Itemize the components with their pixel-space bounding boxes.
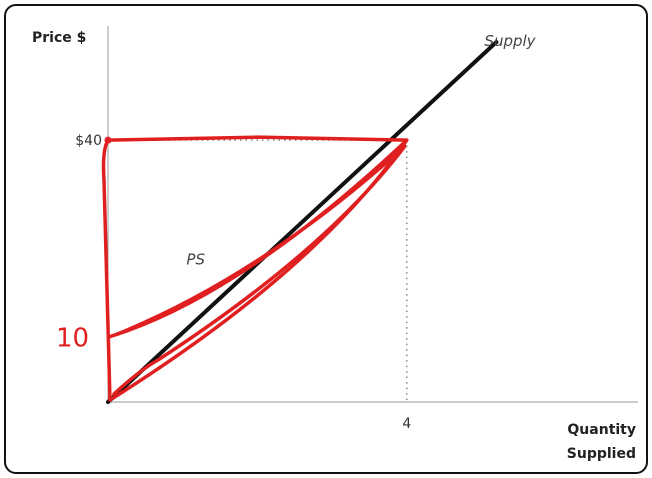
x-tick-label-4: 4	[402, 416, 411, 432]
chart-frame: Price $ Quantity Supplied $40 4 Supply P…	[4, 4, 648, 474]
supply-series-label: Supply	[484, 32, 536, 50]
handwritten-10-annotation: 10	[56, 324, 89, 354]
highlight-dot-40	[104, 136, 112, 144]
y-tick-label-40: $40	[75, 133, 102, 149]
producer-surplus-outline	[101, 135, 409, 402]
highlight-inner-line-c	[112, 144, 407, 396]
x-axis-label-line2: Supplied	[567, 446, 636, 462]
chart-canvas: Price $ Quantity Supplied $40 4 Supply P…	[32, 26, 638, 462]
y-axis-label: Price $	[32, 30, 86, 46]
x-axis-label-line1: Quantity	[567, 422, 636, 438]
highlight-inner-line-b	[114, 146, 405, 337]
supply-series-line	[106, 40, 499, 404]
ps-annotation: PS	[186, 251, 205, 269]
highlight-inner-line-a	[108, 138, 409, 339]
